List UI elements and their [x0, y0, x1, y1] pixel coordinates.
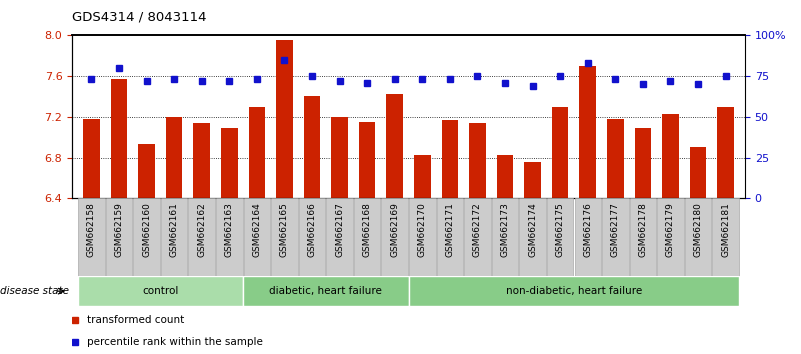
- Text: GSM662177: GSM662177: [611, 202, 620, 257]
- Text: GSM662176: GSM662176: [583, 202, 592, 257]
- Bar: [469, 123, 485, 198]
- Bar: [685, 198, 711, 276]
- Text: GSM662181: GSM662181: [721, 202, 731, 257]
- Text: GSM662167: GSM662167: [335, 202, 344, 257]
- Bar: [78, 276, 243, 306]
- Text: GSM662162: GSM662162: [197, 202, 206, 257]
- Text: GSM662168: GSM662168: [363, 202, 372, 257]
- Text: GDS4314 / 8043114: GDS4314 / 8043114: [72, 11, 207, 24]
- Bar: [139, 144, 155, 198]
- Bar: [244, 198, 270, 276]
- Bar: [630, 198, 656, 276]
- Text: transformed count: transformed count: [87, 315, 184, 325]
- Bar: [83, 119, 99, 198]
- Bar: [304, 96, 320, 198]
- Bar: [437, 198, 463, 276]
- Text: percentile rank within the sample: percentile rank within the sample: [87, 337, 263, 347]
- Bar: [658, 198, 684, 276]
- Bar: [161, 198, 187, 276]
- Bar: [276, 40, 292, 198]
- Bar: [602, 198, 629, 276]
- Bar: [299, 198, 325, 276]
- Text: GSM662159: GSM662159: [115, 202, 123, 257]
- Bar: [465, 198, 491, 276]
- Bar: [607, 119, 624, 198]
- Text: non-diabetic, heart failure: non-diabetic, heart failure: [506, 286, 642, 296]
- Bar: [497, 155, 513, 198]
- Bar: [188, 198, 215, 276]
- Text: GSM662165: GSM662165: [280, 202, 289, 257]
- Bar: [359, 122, 376, 198]
- Bar: [332, 117, 348, 198]
- Text: GSM662178: GSM662178: [638, 202, 647, 257]
- Text: GSM662166: GSM662166: [308, 202, 316, 257]
- Bar: [492, 198, 518, 276]
- Bar: [221, 128, 238, 198]
- Bar: [166, 117, 183, 198]
- Bar: [712, 198, 739, 276]
- Bar: [133, 198, 159, 276]
- Bar: [690, 147, 706, 198]
- Bar: [414, 155, 431, 198]
- Bar: [193, 123, 210, 198]
- Text: GSM662161: GSM662161: [170, 202, 179, 257]
- Bar: [106, 198, 132, 276]
- Text: GSM662164: GSM662164: [252, 202, 261, 257]
- Bar: [216, 198, 243, 276]
- Bar: [519, 198, 545, 276]
- Bar: [409, 276, 739, 306]
- Text: GSM662173: GSM662173: [501, 202, 509, 257]
- Bar: [326, 198, 352, 276]
- Bar: [381, 198, 408, 276]
- Bar: [78, 198, 105, 276]
- Bar: [354, 198, 380, 276]
- Bar: [547, 198, 574, 276]
- Bar: [634, 128, 651, 198]
- Text: GSM662174: GSM662174: [528, 202, 537, 257]
- Bar: [552, 107, 569, 198]
- Bar: [409, 198, 436, 276]
- Text: disease state: disease state: [0, 286, 69, 296]
- Bar: [718, 107, 734, 198]
- Text: GSM662179: GSM662179: [666, 202, 675, 257]
- Text: GSM662163: GSM662163: [225, 202, 234, 257]
- Text: GSM662169: GSM662169: [390, 202, 399, 257]
- Text: GSM662171: GSM662171: [445, 202, 454, 257]
- Bar: [248, 107, 265, 198]
- Bar: [386, 95, 403, 198]
- Text: GSM662160: GSM662160: [142, 202, 151, 257]
- Bar: [525, 162, 541, 198]
- Text: GSM662172: GSM662172: [473, 202, 482, 257]
- Text: GSM662180: GSM662180: [694, 202, 702, 257]
- Bar: [574, 198, 601, 276]
- Bar: [243, 276, 409, 306]
- Text: diabetic, heart failure: diabetic, heart failure: [269, 286, 382, 296]
- Bar: [272, 198, 298, 276]
- Text: GSM662158: GSM662158: [87, 202, 96, 257]
- Bar: [111, 79, 127, 198]
- Text: GSM662175: GSM662175: [556, 202, 565, 257]
- Bar: [662, 114, 678, 198]
- Text: GSM662170: GSM662170: [418, 202, 427, 257]
- Bar: [579, 66, 596, 198]
- Text: control: control: [142, 286, 179, 296]
- Bar: [441, 120, 458, 198]
